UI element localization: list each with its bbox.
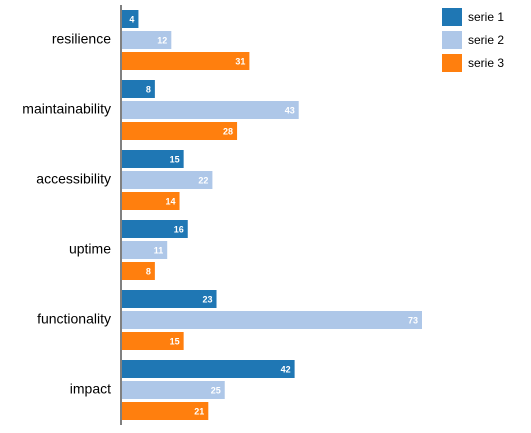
bar-uptime-serie-3 bbox=[122, 262, 155, 280]
bar-maintainability-serie-1 bbox=[122, 80, 155, 98]
value-label-accessibility-serie-2: 22 bbox=[198, 175, 208, 185]
category-label-uptime: uptime bbox=[69, 241, 111, 257]
value-label-accessibility-serie-3: 14 bbox=[166, 196, 176, 206]
legend-swatch-serie-1[interactable] bbox=[442, 8, 462, 26]
value-label-resilience-serie-2: 12 bbox=[157, 35, 167, 45]
legend-swatch-serie-3[interactable] bbox=[442, 54, 462, 72]
value-label-impact-serie-2: 25 bbox=[211, 385, 221, 395]
bar-uptime-serie-2 bbox=[122, 241, 168, 259]
category-label-accessibility: accessibility bbox=[36, 171, 111, 187]
value-label-maintainability-serie-3: 28 bbox=[223, 126, 233, 136]
value-label-resilience-serie-1: 4 bbox=[129, 14, 134, 24]
category-label-resilience: resilience bbox=[52, 31, 111, 47]
category-label-maintainability: maintainability bbox=[22, 101, 111, 117]
value-label-uptime-serie-1: 16 bbox=[174, 224, 184, 234]
legend-label-serie-3: serie 3 bbox=[468, 56, 504, 70]
bar-resilience-serie-1 bbox=[122, 10, 139, 28]
bar-impact-serie-1 bbox=[122, 360, 295, 378]
value-label-impact-serie-3: 21 bbox=[194, 406, 204, 416]
bar-accessibility-serie-3 bbox=[122, 192, 180, 210]
value-label-functionality-serie-1: 23 bbox=[203, 294, 213, 304]
bar-functionality-serie-2 bbox=[122, 311, 422, 329]
value-label-impact-serie-1: 42 bbox=[281, 364, 291, 374]
bar-functionality-serie-1 bbox=[122, 290, 217, 308]
value-label-resilience-serie-3: 31 bbox=[235, 56, 245, 66]
legend-label-serie-1: serie 1 bbox=[468, 10, 504, 24]
bar-impact-serie-2 bbox=[122, 381, 225, 399]
legend: serie 1 serie 2 serie 3 bbox=[442, 8, 504, 72]
labels-layer: resilience 4 12 31 maintainability 8 43 28 acces… bbox=[22, 14, 418, 416]
bars-layer bbox=[122, 10, 422, 420]
legend-swatch-serie-2[interactable] bbox=[442, 31, 462, 49]
value-label-uptime-serie-2: 11 bbox=[154, 245, 164, 255]
value-label-maintainability-serie-1: 8 bbox=[146, 84, 151, 94]
bar-resilience-serie-3 bbox=[122, 52, 250, 70]
bar-functionality-serie-3 bbox=[122, 332, 184, 350]
bar-impact-serie-3 bbox=[122, 402, 209, 420]
value-label-functionality-serie-2: 73 bbox=[408, 315, 418, 325]
value-label-maintainability-serie-2: 43 bbox=[285, 105, 295, 115]
bar-accessibility-serie-2 bbox=[122, 171, 213, 189]
category-label-functionality: functionality bbox=[37, 311, 111, 327]
bar-maintainability-serie-3 bbox=[122, 122, 238, 140]
value-label-accessibility-serie-1: 15 bbox=[170, 154, 180, 164]
bar-accessibility-serie-1 bbox=[122, 150, 184, 168]
bar-uptime-serie-1 bbox=[122, 220, 188, 238]
value-label-functionality-serie-3: 15 bbox=[170, 336, 180, 346]
category-label-impact: impact bbox=[70, 381, 111, 397]
bar-resilience-serie-2 bbox=[122, 31, 172, 49]
bar-maintainability-serie-2 bbox=[122, 101, 299, 119]
value-label-uptime-serie-3: 8 bbox=[146, 266, 151, 276]
legend-label-serie-2: serie 2 bbox=[468, 33, 504, 47]
